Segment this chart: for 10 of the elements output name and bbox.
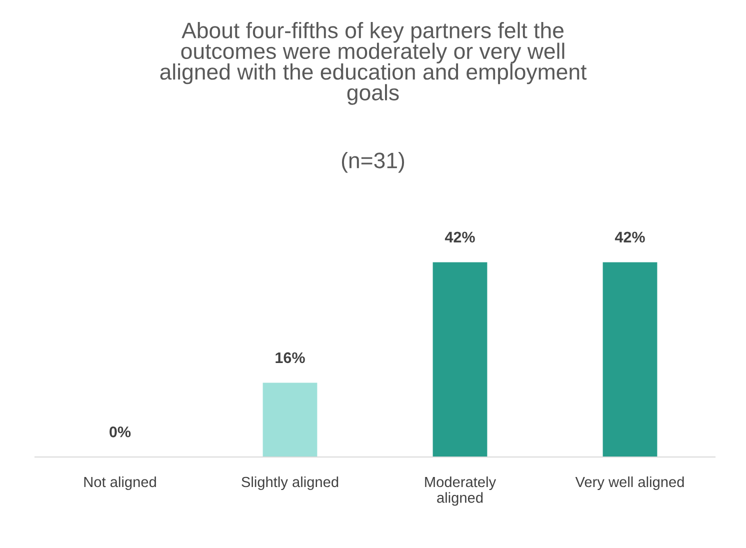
x-tick-label: Not aligned <box>84 476 156 490</box>
chart-title: About four-fifths of key partners felt the outcomes were moderately or very well aligned with the education and employment goals <box>160 22 587 105</box>
x-tick-label: Very well aligned <box>575 476 684 490</box>
x-tick-label: Moderately aligned <box>425 476 496 506</box>
chart-subtitle: (n=31) <box>342 152 404 173</box>
data-label: 42% <box>444 232 475 242</box>
data-label: 0% <box>110 426 131 438</box>
x-tick-label: Slightly aligned <box>242 476 338 490</box>
data-label: 16% <box>276 352 305 364</box>
data-label: 42% <box>614 232 645 242</box>
